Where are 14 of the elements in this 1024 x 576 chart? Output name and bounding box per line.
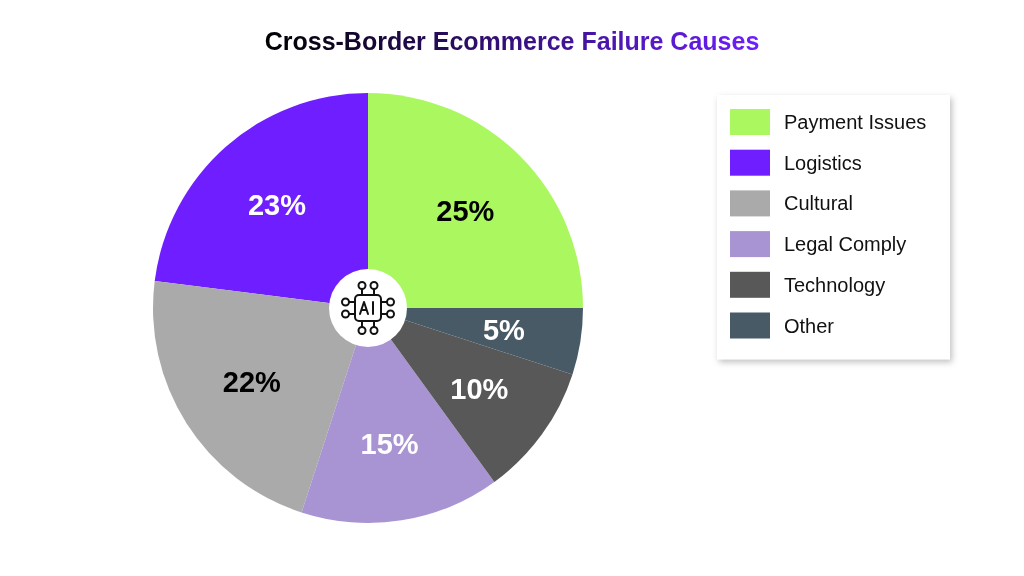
legend-label: Payment Issues bbox=[784, 111, 927, 133]
data-label: 15% bbox=[360, 427, 419, 460]
legend-label: Logistics bbox=[784, 151, 862, 174]
data-label: 23% bbox=[247, 188, 307, 221]
pie-slice bbox=[368, 93, 583, 308]
data-label: 10% bbox=[450, 372, 509, 405]
legend-label: Cultural bbox=[784, 192, 853, 215]
legend-label: Legal Comply bbox=[784, 233, 907, 256]
data-label: 25% bbox=[436, 194, 495, 227]
legend-label: Other bbox=[784, 314, 835, 337]
chart-title: Cross-Border Ecommerce Failure Causes bbox=[264, 27, 760, 55]
data-label: 22% bbox=[222, 365, 282, 398]
data-label: 5% bbox=[482, 313, 526, 346]
legend-label: Technology bbox=[784, 273, 886, 296]
